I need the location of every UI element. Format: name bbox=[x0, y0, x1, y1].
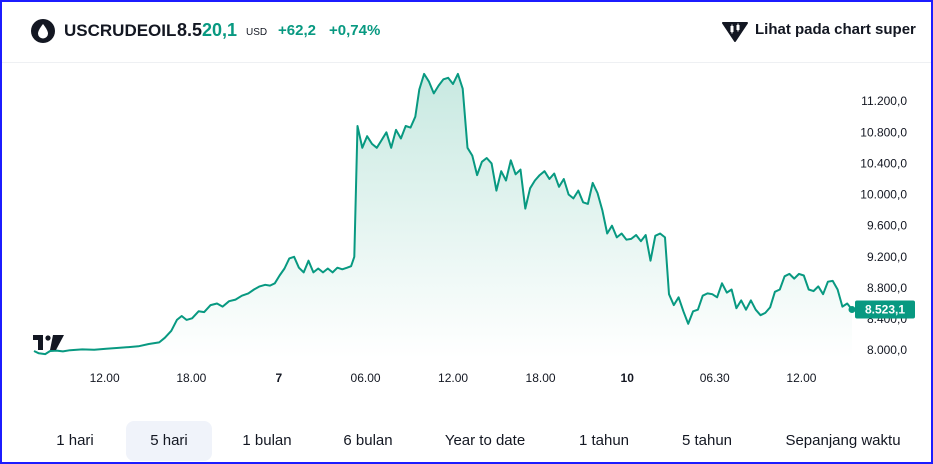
price-change: +62,2 bbox=[278, 22, 316, 39]
y-tick-label: 8.800,0 bbox=[867, 281, 907, 295]
y-tick-label: 10.800,0 bbox=[860, 125, 907, 139]
x-tick-label: 12.00 bbox=[438, 371, 468, 385]
x-tick-label: 7 bbox=[275, 371, 282, 385]
y-tick-label: 9.600,0 bbox=[867, 219, 907, 233]
last-price-badge: 8.523,1 bbox=[855, 300, 915, 319]
price-line bbox=[33, 72, 853, 356]
price-change-percent: +0,74% bbox=[329, 22, 381, 39]
currency-label: USD bbox=[246, 27, 268, 38]
range-tab[interactable]: 5 hari bbox=[126, 421, 212, 461]
x-tick-label: 10 bbox=[621, 371, 635, 385]
y-tick-label: 10.000,0 bbox=[860, 188, 907, 202]
range-tab[interactable]: 1 tahun bbox=[578, 432, 630, 449]
x-tick-label: 06.00 bbox=[351, 371, 381, 385]
plot-area bbox=[33, 72, 856, 359]
range-tab[interactable]: 1 bulan bbox=[242, 432, 292, 449]
x-axis: 12.00 18.00 7 06.00 12.00 18.00 10 06.30 12.00 bbox=[90, 371, 817, 385]
range-tab[interactable]: 6 bulan bbox=[343, 432, 393, 449]
y-axis: 8.000,08.400,08.800,09.200,09.600,010.00… bbox=[860, 94, 907, 357]
last-price-dot bbox=[848, 305, 856, 313]
oil-drop-icon bbox=[31, 19, 55, 43]
range-tab[interactable]: 1 hari bbox=[56, 432, 94, 449]
y-tick-label: 8.000,0 bbox=[867, 343, 907, 357]
x-tick-label: 18.00 bbox=[526, 371, 556, 385]
super-chart-link[interactable]: Lihat pada chart super bbox=[755, 21, 916, 38]
y-tick-label: 10.400,0 bbox=[860, 156, 907, 170]
last-price: 8.520,1 bbox=[177, 20, 237, 41]
x-tick-label: 18.00 bbox=[176, 371, 206, 385]
symbol-name[interactable]: USCRUDEOIL bbox=[64, 21, 177, 40]
last-price-badge-bg bbox=[855, 300, 915, 319]
range-tab[interactable]: 5 tahun bbox=[681, 432, 733, 449]
y-tick-label: 11.200,0 bbox=[861, 94, 907, 108]
price-prefix: 8.5 bbox=[177, 20, 203, 40]
last-price-badge-label: 8.523,1 bbox=[865, 302, 905, 316]
price-area-fill bbox=[34, 73, 852, 359]
range-tabs: 1 hari 5 hari 1 bulan 6 bulan Year to date 1 … bbox=[2, 420, 931, 462]
price-highlight: 20,1 bbox=[202, 20, 238, 40]
header: USCRUDEOIL 8.520,1 USD +62,2 +0,74% Liha… bbox=[2, 2, 931, 63]
tradingview-candle-icon[interactable] bbox=[722, 19, 748, 48]
range-tab[interactable]: Sepanjang waktu bbox=[785, 432, 901, 449]
tradingview-logo[interactable] bbox=[33, 335, 64, 350]
y-tick-label: 9.200,0 bbox=[867, 250, 907, 264]
x-tick-label: 06.30 bbox=[700, 371, 730, 385]
x-tick-label: 12.00 bbox=[90, 371, 120, 385]
x-tick-label: 12.00 bbox=[786, 371, 816, 385]
price-chart[interactable]: 8.000,08.400,08.800,09.200,09.600,010.00… bbox=[2, 62, 931, 402]
range-tab[interactable]: Year to date bbox=[444, 432, 526, 449]
